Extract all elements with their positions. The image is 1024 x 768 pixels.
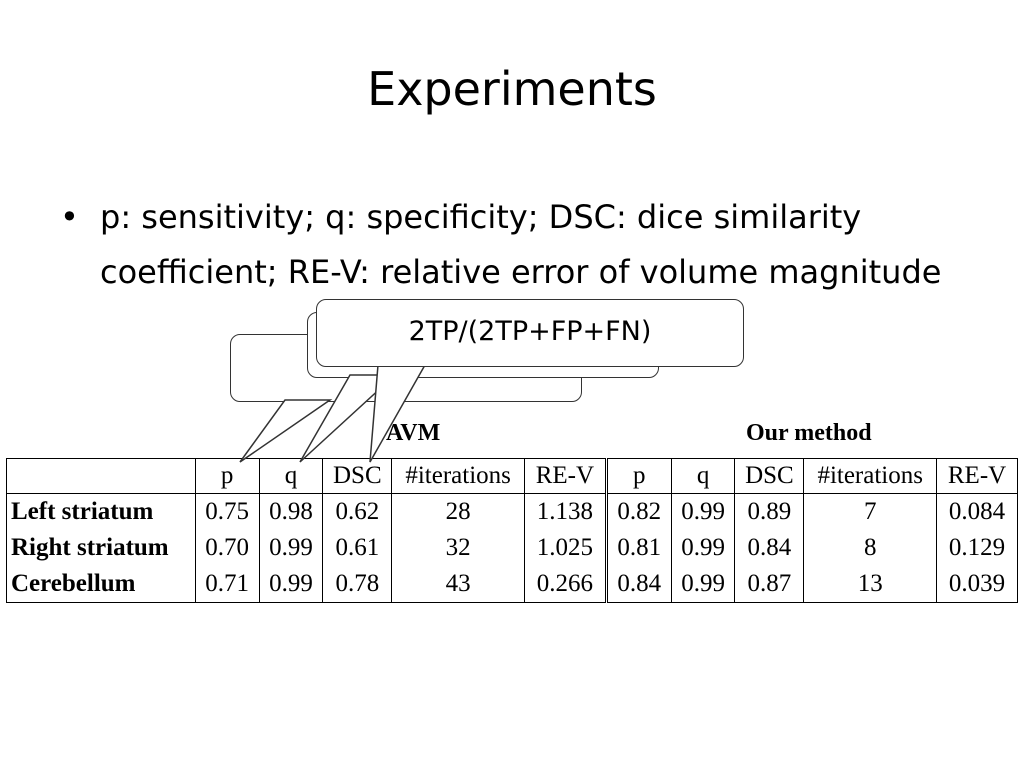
header-cell: q (258, 458, 324, 494)
header-cell: p (194, 458, 260, 494)
table-row: Left striatum 0.75 0.98 0.62 28 1.138 0.… (6, 493, 1018, 530)
table-cell: 0.039 (936, 566, 1018, 603)
row-label: Left striatum (6, 493, 196, 530)
table-cell: 0.87 (734, 566, 805, 603)
table-cell: 0.84 (604, 566, 672, 603)
table-cell: 32 (391, 530, 525, 566)
table-cell: 1.138 (523, 493, 607, 530)
table-cell: 13 (803, 566, 938, 603)
table-cell: 0.129 (936, 530, 1018, 566)
table-cell: 0.99 (670, 566, 736, 603)
table-cell: 28 (391, 493, 525, 530)
results-table: p q DSC #iterations RE-V p q DSC #iterat… (6, 458, 1018, 603)
header-cell (6, 458, 196, 494)
table-header-row: p q DSC #iterations RE-V p q DSC #iterat… (6, 458, 1018, 494)
table-cell: 0.71 (194, 566, 260, 603)
table-cell: 8 (803, 530, 938, 566)
bullet-dot: • (60, 198, 79, 236)
header-cell: #iterations (803, 458, 938, 494)
table-cell: 0.99 (670, 493, 736, 530)
row-label: Right striatum (6, 530, 196, 566)
header-cell: q (670, 458, 736, 494)
group-header-avm: AVM (386, 420, 441, 446)
table-cell: 43 (391, 566, 525, 603)
header-cell: #iterations (391, 458, 525, 494)
table-cell: 0.81 (604, 530, 672, 566)
group-header-our-method: Our method (746, 420, 872, 446)
table-row: Right striatum 0.70 0.99 0.61 32 1.025 0… (6, 530, 1018, 566)
table-cell: 7 (803, 493, 938, 530)
table-cell: 0.82 (604, 493, 672, 530)
header-cell: DSC (734, 458, 805, 494)
header-cell: RE-V (523, 458, 607, 494)
row-label: Cerebellum (6, 566, 196, 603)
table-cell: 0.61 (322, 530, 393, 566)
table-cell: 0.084 (936, 493, 1018, 530)
table-cell: 0.99 (670, 530, 736, 566)
table-cell: 0.70 (194, 530, 260, 566)
table-cell: 0.99 (258, 566, 324, 603)
table-cell: 0.62 (322, 493, 393, 530)
table-cell: 1.025 (523, 530, 607, 566)
bullet-text: p: sensitivity; q: specificity; DSC: dic… (100, 198, 942, 291)
table-row: Cerebellum 0.71 0.99 0.78 43 0.266 0.84 … (6, 566, 1018, 603)
callout-tail-back (239, 399, 333, 463)
table-cell: 0.75 (194, 493, 260, 530)
header-cell: DSC (322, 458, 393, 494)
table-cell: 0.99 (258, 530, 324, 566)
table-cell: 0.98 (258, 493, 324, 530)
slide-title: Experiments (367, 62, 657, 116)
header-cell: p (604, 458, 672, 494)
table-cell: 0.266 (523, 566, 607, 603)
table-cell: 0.78 (322, 566, 393, 603)
callout-formula: 2TP/(2TP+FP+FN) (408, 316, 652, 347)
table-cell: 0.89 (734, 493, 805, 530)
callout-bubble-front: 2TP/(2TP+FP+FN) (316, 299, 744, 367)
header-cell: RE-V (936, 458, 1018, 494)
table-cell: 0.84 (734, 530, 805, 566)
bullet-item: • p: sensitivity; q: specificity; DSC: d… (60, 190, 990, 300)
